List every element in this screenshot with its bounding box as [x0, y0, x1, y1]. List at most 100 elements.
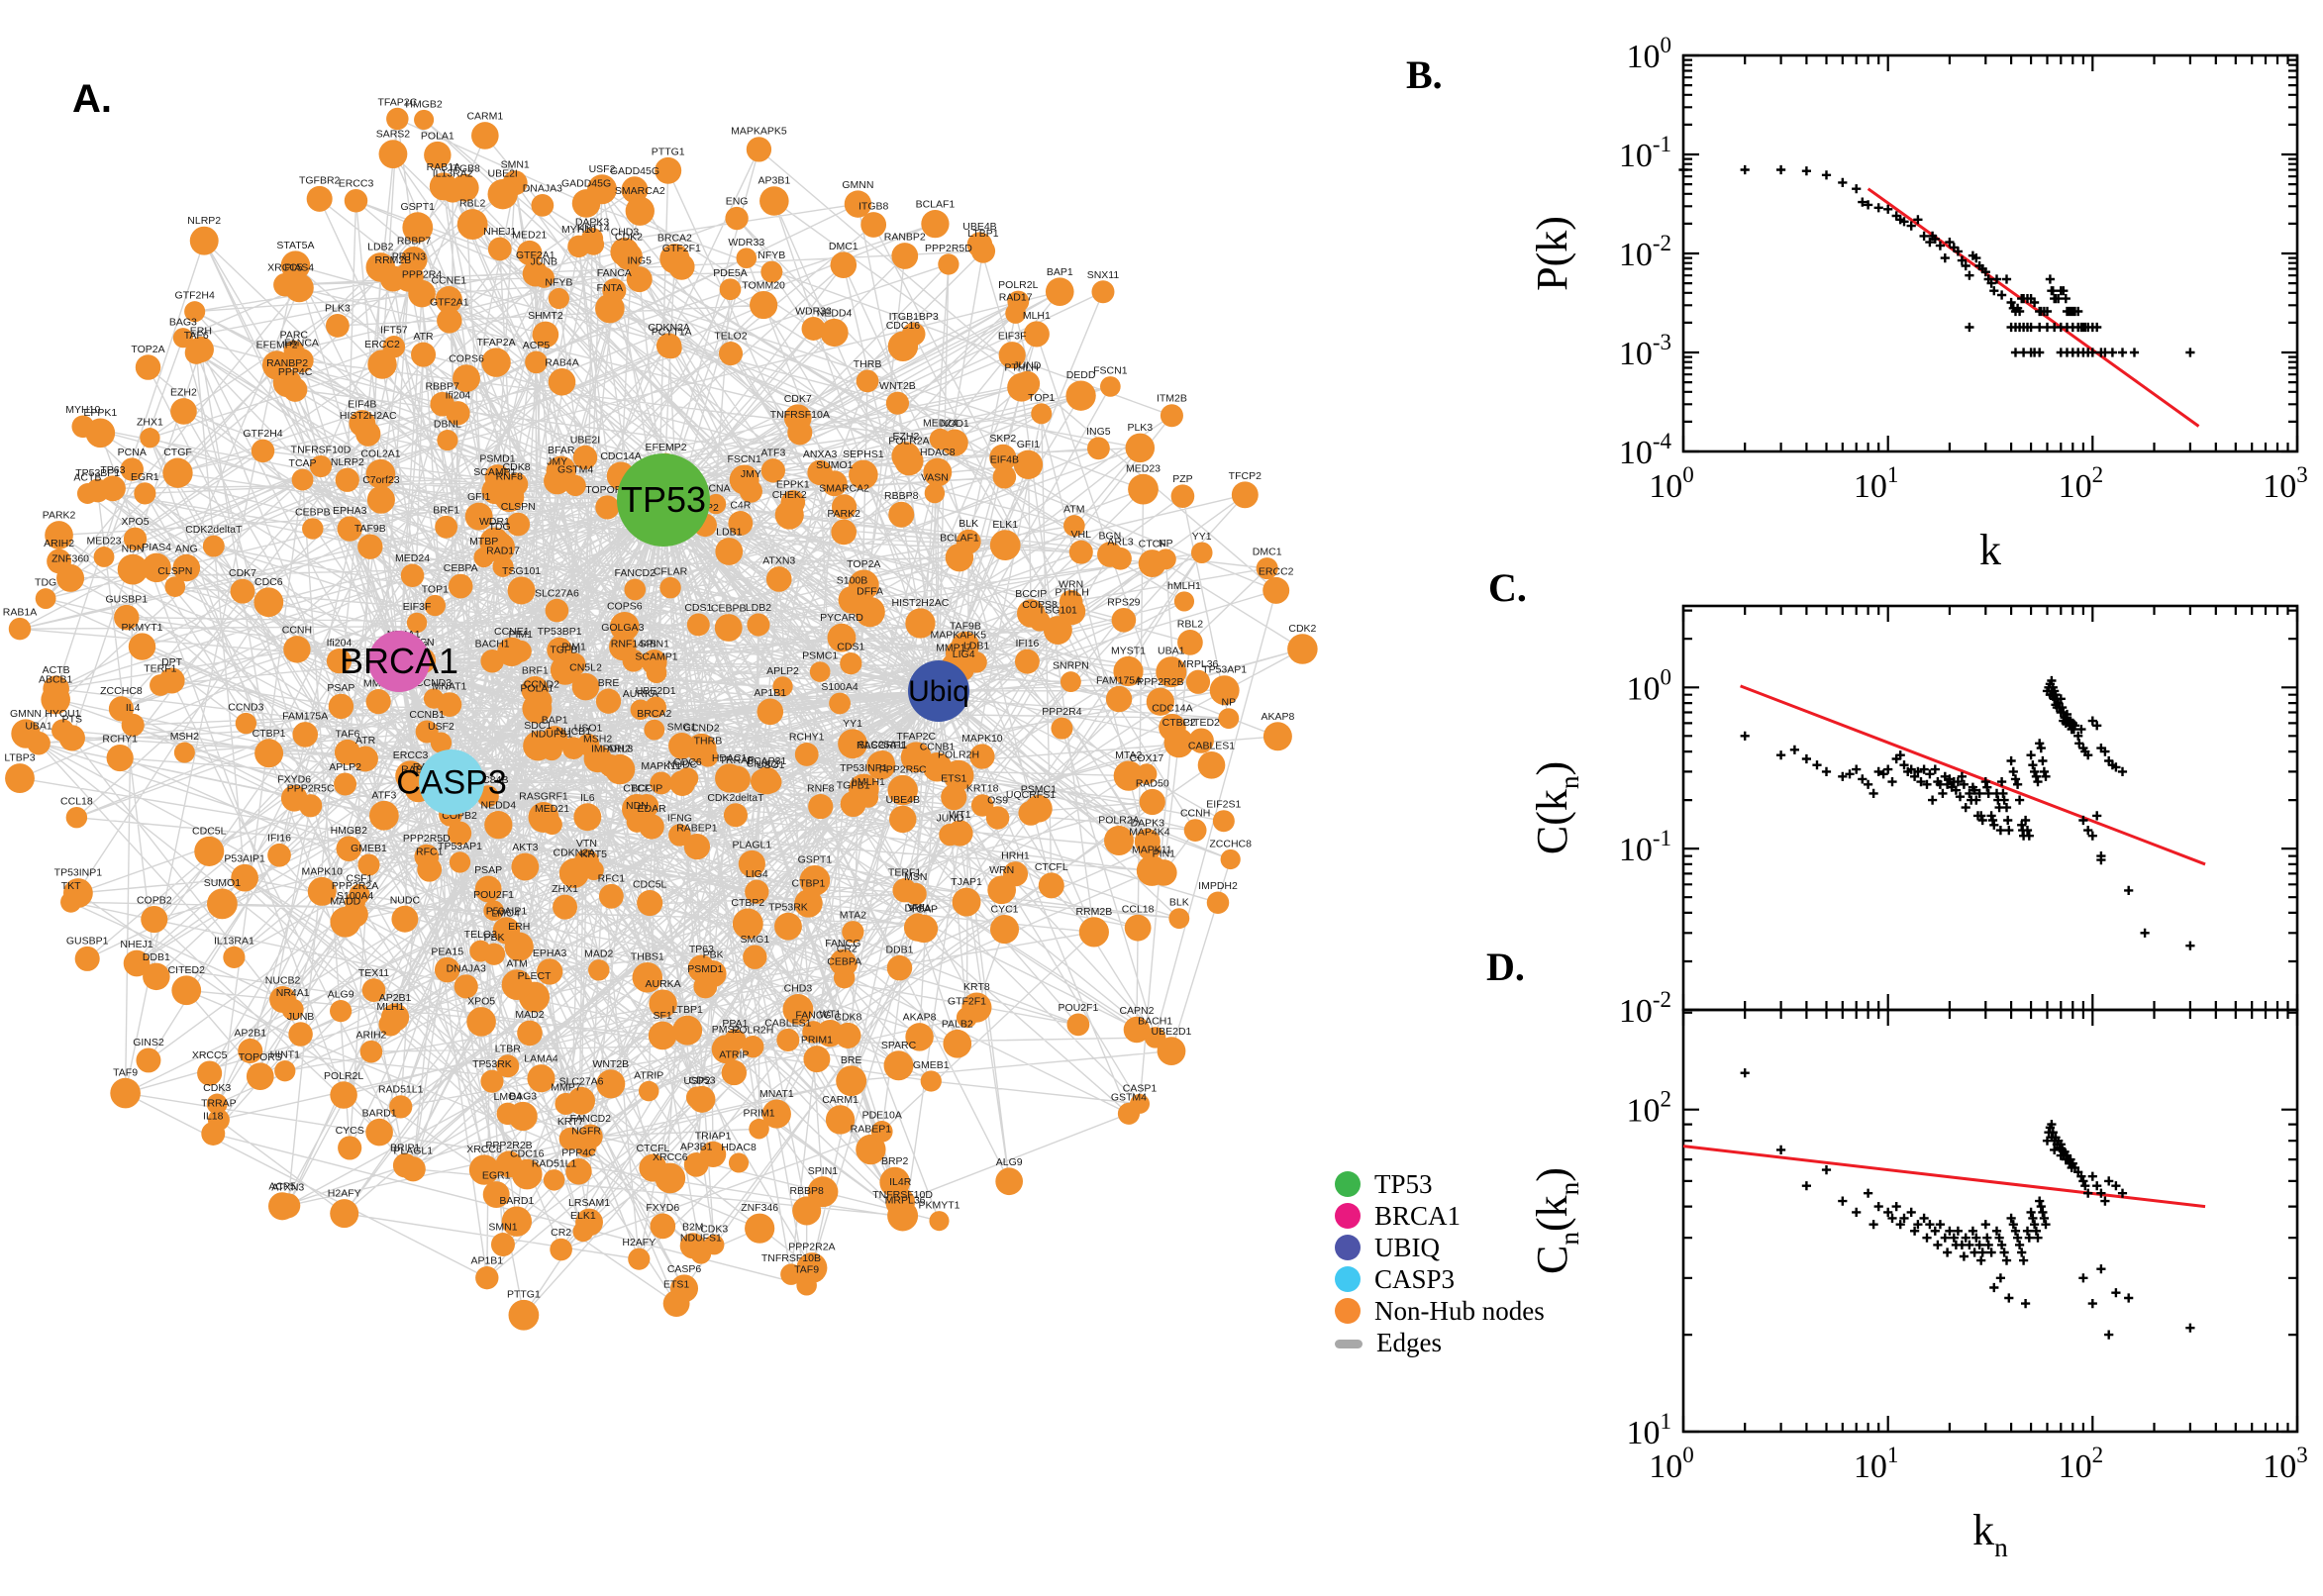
network-node: [929, 428, 952, 450]
network-node-label: CEBPA: [444, 562, 478, 574]
network-node: [307, 876, 337, 906]
panel-label-d: D.: [1486, 945, 1525, 989]
tick-label: 100: [1649, 1443, 1694, 1485]
network-node: [760, 260, 783, 283]
network-node-label: PKMYT1: [918, 1200, 960, 1212]
network-node: [672, 1015, 703, 1046]
tick-label: 10-4: [1619, 429, 1672, 471]
network-node-label: TELO2: [464, 929, 497, 941]
brca1-hub-swatch-icon: [1335, 1203, 1361, 1229]
network-node: [391, 905, 419, 933]
network-node-label: CDK3: [700, 1223, 728, 1235]
network-node: [1168, 908, 1190, 930]
hub-label-BRCA1: BRCA1: [340, 641, 458, 681]
network-node-label: APLP2: [766, 665, 799, 677]
network-node-label: POLA1: [421, 130, 454, 142]
network-node: [1066, 1013, 1090, 1037]
network-node-label: CITED2: [168, 964, 206, 976]
network-node-label: MYH10: [561, 224, 596, 236]
network-node-label: MED23: [87, 536, 122, 548]
network-node: [1170, 484, 1195, 509]
legend-label: Non-Hub nodes: [1374, 1295, 1545, 1326]
network-node: [725, 206, 749, 231]
network-node: [543, 1169, 565, 1191]
legend-item-casp3: CASP3: [1335, 1263, 1545, 1295]
casp3-hub-swatch-icon: [1335, 1266, 1361, 1292]
network-node-label: PALB2: [942, 1018, 973, 1030]
fit-line: [1682, 1145, 2206, 1209]
network-node-label: PSMD1: [479, 453, 515, 465]
network-node: [728, 1152, 750, 1173]
network-node-label: SLC27A6: [559, 1075, 604, 1087]
network-node-label: MNAT1: [433, 681, 467, 693]
network-node-label: ATM: [506, 958, 527, 970]
network-node-label: OS9: [987, 795, 1008, 807]
network-node-label: RABEP1: [851, 1123, 892, 1135]
network-node: [357, 534, 383, 559]
network-node: [65, 806, 88, 829]
network-node-label: CCND2: [683, 722, 719, 734]
network-node-label: PPP2R5D: [925, 243, 972, 254]
network-node-label: UBE2I: [488, 167, 518, 179]
chart-panel-c: 100 10-1 10-2 C(kn): [1528, 604, 2299, 1030]
network-node: [508, 1299, 540, 1331]
network-node-label: ZHX1: [137, 417, 163, 429]
network-node-label: LDB1: [716, 527, 742, 539]
network-node: [1045, 277, 1074, 306]
network-node-label: ALG9: [996, 1156, 1023, 1168]
network-node: [484, 464, 511, 490]
network-node-label: PPP2R4: [402, 268, 442, 280]
network-node: [466, 1007, 496, 1037]
network-node-label: MAPKAPK5: [731, 126, 787, 138]
network-node: [739, 479, 762, 503]
network-node: [655, 1162, 686, 1194]
network-node-label: B2M: [682, 1222, 704, 1234]
network-node-label: ERCC3: [339, 178, 374, 190]
network-node-label: EGR1: [482, 1170, 511, 1182]
network-node-label: DNAJA3: [523, 182, 562, 194]
network-node: [548, 287, 569, 310]
network-node: [525, 350, 548, 374]
network-node-label: PIM1: [561, 642, 586, 653]
network-node-label: CTCF: [1139, 539, 1166, 550]
network-node: [757, 698, 784, 726]
network-node-label: CCND3: [416, 677, 452, 689]
network-node-label: ITM2B: [1157, 393, 1187, 405]
panel-label-b: B.: [1406, 52, 1443, 97]
network-node: [645, 696, 667, 719]
network-node-label: PTTG1: [652, 146, 685, 157]
network-node: [1018, 800, 1044, 826]
network-node-label: MED23: [1126, 462, 1161, 474]
tick-label: 10-2: [1619, 231, 1671, 273]
network-node-label: IL4R: [889, 1176, 912, 1188]
network-node-label: BGN: [1098, 531, 1121, 543]
network-node: [842, 921, 864, 944]
legend-item-nonhub: Non-Hub nodes: [1335, 1295, 1545, 1327]
fit-line: [1867, 187, 2200, 428]
network-node-label: BAG3: [169, 317, 197, 329]
network-node: [207, 888, 238, 920]
network-node-label: PPP2R5C: [287, 783, 335, 795]
network-node-label: ITGB8: [858, 201, 889, 213]
network-node: [1124, 914, 1152, 942]
network-node-label: ATM: [1063, 504, 1084, 516]
network-node: [74, 946, 100, 971]
network-node: [424, 141, 452, 169]
network-node: [207, 1109, 230, 1132]
network-node-label: CDKN2A: [648, 322, 690, 334]
network-node: [604, 753, 636, 785]
network-node-label: RAB1A: [3, 606, 37, 618]
network-node-label: PPP2R2B: [1137, 676, 1183, 688]
network-node-label: TAF9: [113, 1066, 138, 1078]
network-node-label: MTA2: [840, 910, 866, 922]
network-node: [85, 418, 116, 449]
network-node-label: TOP2A: [847, 558, 880, 570]
network-node: [995, 1167, 1024, 1196]
network-node-label: RNF8: [807, 782, 835, 794]
network-node-label: ENG: [726, 195, 749, 207]
network-node-label: CTCF: [623, 783, 651, 795]
network-node: [123, 527, 148, 550]
network-node-label: SHMT2: [528, 310, 563, 322]
network-node: [283, 340, 305, 361]
network-node-label: BAP1: [1047, 266, 1073, 278]
